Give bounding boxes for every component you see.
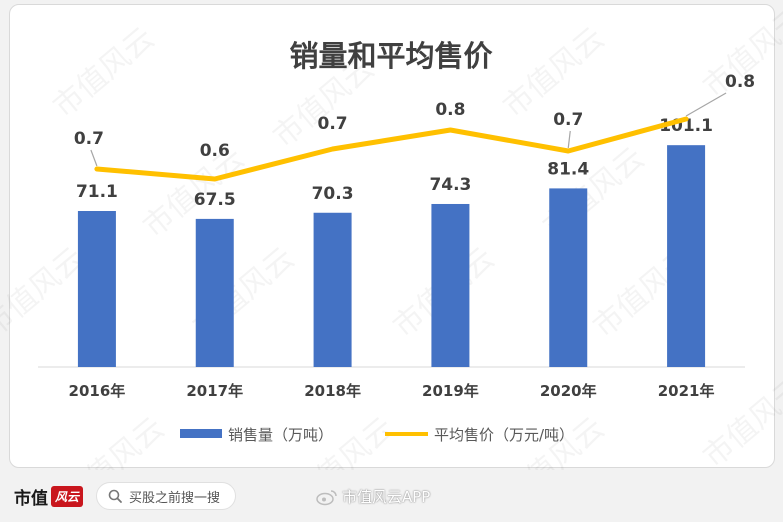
legend-label-price: 平均售价（万元/吨） — [434, 426, 574, 444]
bar — [313, 212, 352, 367]
price-line — [94, 116, 689, 182]
line-data-label: 0.8 — [725, 72, 755, 92]
x-tick-label: 2016年 — [69, 382, 126, 400]
x-tick-labels: 2016年 2017年 2018年 2019年 2020年 2021年 — [69, 382, 715, 400]
footer-bar: 市值 风云 买股之前搜一搜 市值风云APP — [0, 472, 783, 522]
watermark-text: 市值风云 — [47, 21, 161, 125]
x-tick-label: 2017年 — [186, 382, 243, 400]
x-tick-label: 2020年 — [540, 382, 597, 400]
weibo-icon — [316, 489, 337, 505]
line-data-label: 0.7 — [318, 114, 348, 134]
legend-label-sales: 销售量（万吨） — [228, 426, 333, 444]
line-data-label: 0.7 — [553, 110, 583, 130]
search-placeholder: 买股之前搜一搜 — [129, 490, 221, 506]
bar — [77, 211, 116, 367]
bar-data-label: 70.3 — [312, 184, 354, 204]
bar-data-label: 67.5 — [194, 190, 236, 210]
watermark-text: 市值风云 — [57, 411, 171, 470]
leader-line — [567, 130, 571, 149]
x-tick-label: 2018年 — [304, 382, 361, 400]
x-tick-label: 2021年 — [658, 382, 715, 400]
search-box[interactable]: 买股之前搜一搜 — [96, 482, 236, 510]
bar-data-label: 71.1 — [76, 182, 118, 202]
line-data-label: 0.8 — [435, 100, 465, 120]
bar-series — [77, 145, 706, 367]
bar — [195, 218, 234, 367]
bar — [431, 203, 470, 367]
bar-data-label: 74.3 — [429, 175, 471, 195]
x-tick-label: 2019年 — [422, 382, 479, 400]
chart-card — [9, 4, 775, 468]
search-icon — [108, 489, 122, 503]
line-data-labels: 0.7 0.6 0.7 0.8 0.7 0.8 — [74, 72, 755, 167]
leader-line — [90, 149, 98, 167]
bar — [667, 145, 706, 367]
weibo-label: 市值风云APP — [342, 488, 431, 506]
brand-badge: 风云 — [51, 486, 84, 507]
line-series — [94, 116, 689, 182]
brand-logo: 市值 风云 — [14, 484, 84, 509]
chart-title: 销量和平均售价 — [289, 39, 493, 73]
bar-data-label: 81.4 — [547, 159, 589, 179]
watermark-text: 市值风云 — [0, 241, 91, 345]
weibo-watermark: 市值风云APP — [316, 486, 430, 507]
legend: 销售量（万吨） 平均售价（万元/吨） — [180, 426, 574, 444]
leader-line — [685, 92, 727, 117]
line-data-label: 0.7 — [74, 129, 104, 149]
brand-text: 市值 — [14, 489, 48, 509]
line-data-label: 0.6 — [200, 141, 230, 161]
legend-swatch-bar — [180, 429, 222, 438]
bar — [549, 188, 588, 367]
